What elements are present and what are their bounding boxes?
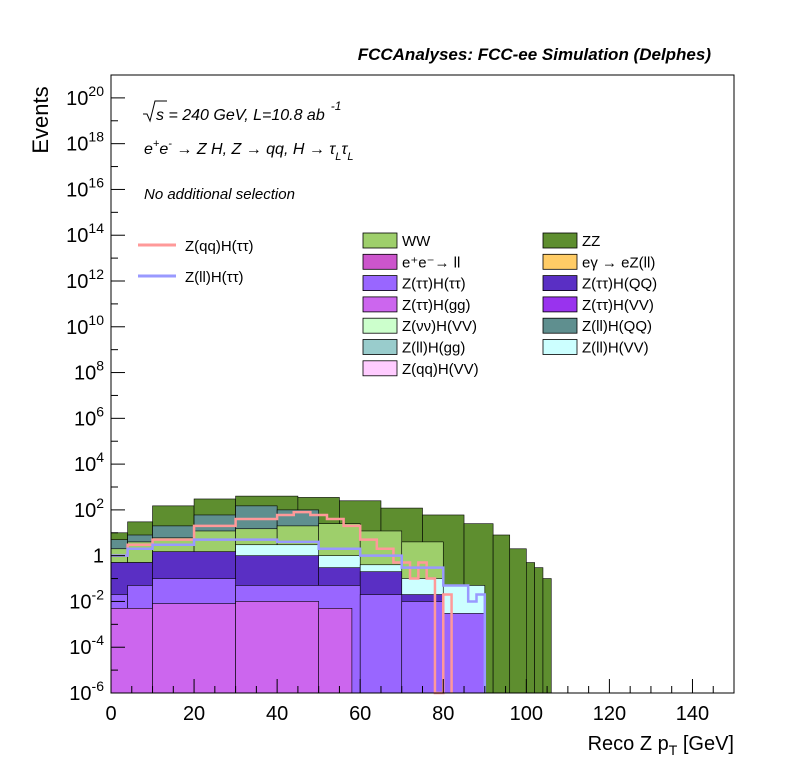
legend-label: eγ → eZ(ll) <box>582 254 655 271</box>
legend-swatch <box>542 275 578 292</box>
legend-swatch <box>542 339 578 355</box>
y-tick-label: 104 <box>74 449 104 476</box>
bar-0-13 <box>534 567 544 694</box>
bar-0-11 <box>509 548 527 694</box>
legend-line-label: Z(ll)H(ττ) <box>185 269 244 286</box>
x-tick-label: 80 <box>432 703 454 725</box>
x-axis-label: Reco Z pT [GeV] <box>588 733 734 758</box>
legend-swatch <box>542 253 578 270</box>
x-tick-label: 0 <box>105 703 116 725</box>
legend: Z(qq)H(ττ) Z(ll)H(ττ) WW e⁺e⁻→ ll Z(ττ)H(ττ)… <box>138 232 657 378</box>
bar-6-2 <box>235 601 319 694</box>
sqrt-symbol <box>143 100 167 123</box>
legend-swatch <box>542 317 578 334</box>
legend-label: Z(ll)H(VV) <box>582 340 649 357</box>
y-axis-label: Events <box>28 86 53 153</box>
y-axis: 1020 1018 1016 1014 1012 1010 108 106 104 102 1 10-… <box>66 83 125 705</box>
bar-6-0 <box>110 608 153 694</box>
series-line-1 <box>111 538 487 693</box>
y-tick-label: 108 <box>74 358 104 385</box>
legend-line-label: Z(qq)H(ττ) <box>185 238 254 255</box>
x-tick-label: 60 <box>349 703 371 725</box>
legend-label: e⁺e⁻→ ll <box>402 254 460 271</box>
bar-6-3 <box>318 608 353 694</box>
annotation-process: e+e- → Z H, Z → qq, H → τLτL <box>144 138 354 163</box>
legend-label: Z(νν)H(VV) <box>402 318 477 335</box>
legend-label: Z(ll)H(gg) <box>402 340 465 357</box>
legend-swatch <box>362 275 398 292</box>
x-axis: 0 20 40 60 80 100 120 140 <box>105 679 735 725</box>
bar-0-10 <box>492 534 511 694</box>
x-tick-label: 40 <box>266 703 288 725</box>
y-tick-label: 1012 <box>66 266 104 293</box>
y-tick-label: 1 <box>93 546 104 568</box>
legend-swatch <box>362 339 398 355</box>
y-tick-label: 1018 <box>66 129 104 156</box>
legend-label: Z(ll)H(QQ) <box>582 318 652 335</box>
series-line-0 <box>111 510 453 695</box>
bar-5-4 <box>359 594 403 694</box>
legend-label: Z(ττ)H(QQ) <box>582 276 657 293</box>
x-tick-label: 120 <box>593 703 626 725</box>
bar-5-5 <box>401 601 444 694</box>
legend-label: Z(ττ)H(VV) <box>582 297 654 314</box>
legend-label: Z(ττ)H(gg) <box>402 297 471 314</box>
legend-swatch <box>362 232 398 249</box>
legend-swatch <box>362 253 398 270</box>
legend-swatch <box>542 232 578 249</box>
y-tick-label: 10-2 <box>69 586 104 613</box>
y-tick-label: 102 <box>74 495 104 522</box>
legend-swatch <box>362 296 398 313</box>
signal-lines <box>111 510 487 695</box>
legend-swatch <box>362 317 398 334</box>
y-tick-label: 1016 <box>66 174 104 201</box>
chart-title: FCCAnalyses: FCC-ee Simulation (Delphes) <box>358 45 712 64</box>
x-tick-label: 140 <box>676 703 709 725</box>
legend-label: WW <box>402 233 431 250</box>
legend-swatch <box>542 296 578 313</box>
annotation-selection: No additional selection <box>144 186 295 203</box>
y-tick-label: 10-6 <box>69 678 104 705</box>
y-tick-label: 10-4 <box>69 632 104 659</box>
y-tick-label: 1020 <box>66 83 104 110</box>
y-tick-label: 106 <box>74 403 104 430</box>
legend-label: Z(qq)H(VV) <box>402 361 479 378</box>
histogram-bars <box>110 495 552 694</box>
legend-label: Z(ττ)H(ττ) <box>402 276 466 293</box>
y-tick-label: 1010 <box>66 312 104 339</box>
annotation-line1: s = 240 GeV, L=10.8 ab-1 <box>156 99 341 124</box>
annotation-energy: s = 240 GeV, L=10.8 ab-1 <box>143 99 341 124</box>
bar-0-12 <box>526 562 535 694</box>
bar-5-6 <box>442 613 486 694</box>
x-tick-label: 20 <box>183 703 205 725</box>
x-tick-label: 100 <box>510 703 543 725</box>
legend-swatch <box>362 360 398 377</box>
legend-label: ZZ <box>582 233 600 250</box>
y-tick-label: 1014 <box>66 220 104 247</box>
bar-0-14 <box>542 578 552 694</box>
